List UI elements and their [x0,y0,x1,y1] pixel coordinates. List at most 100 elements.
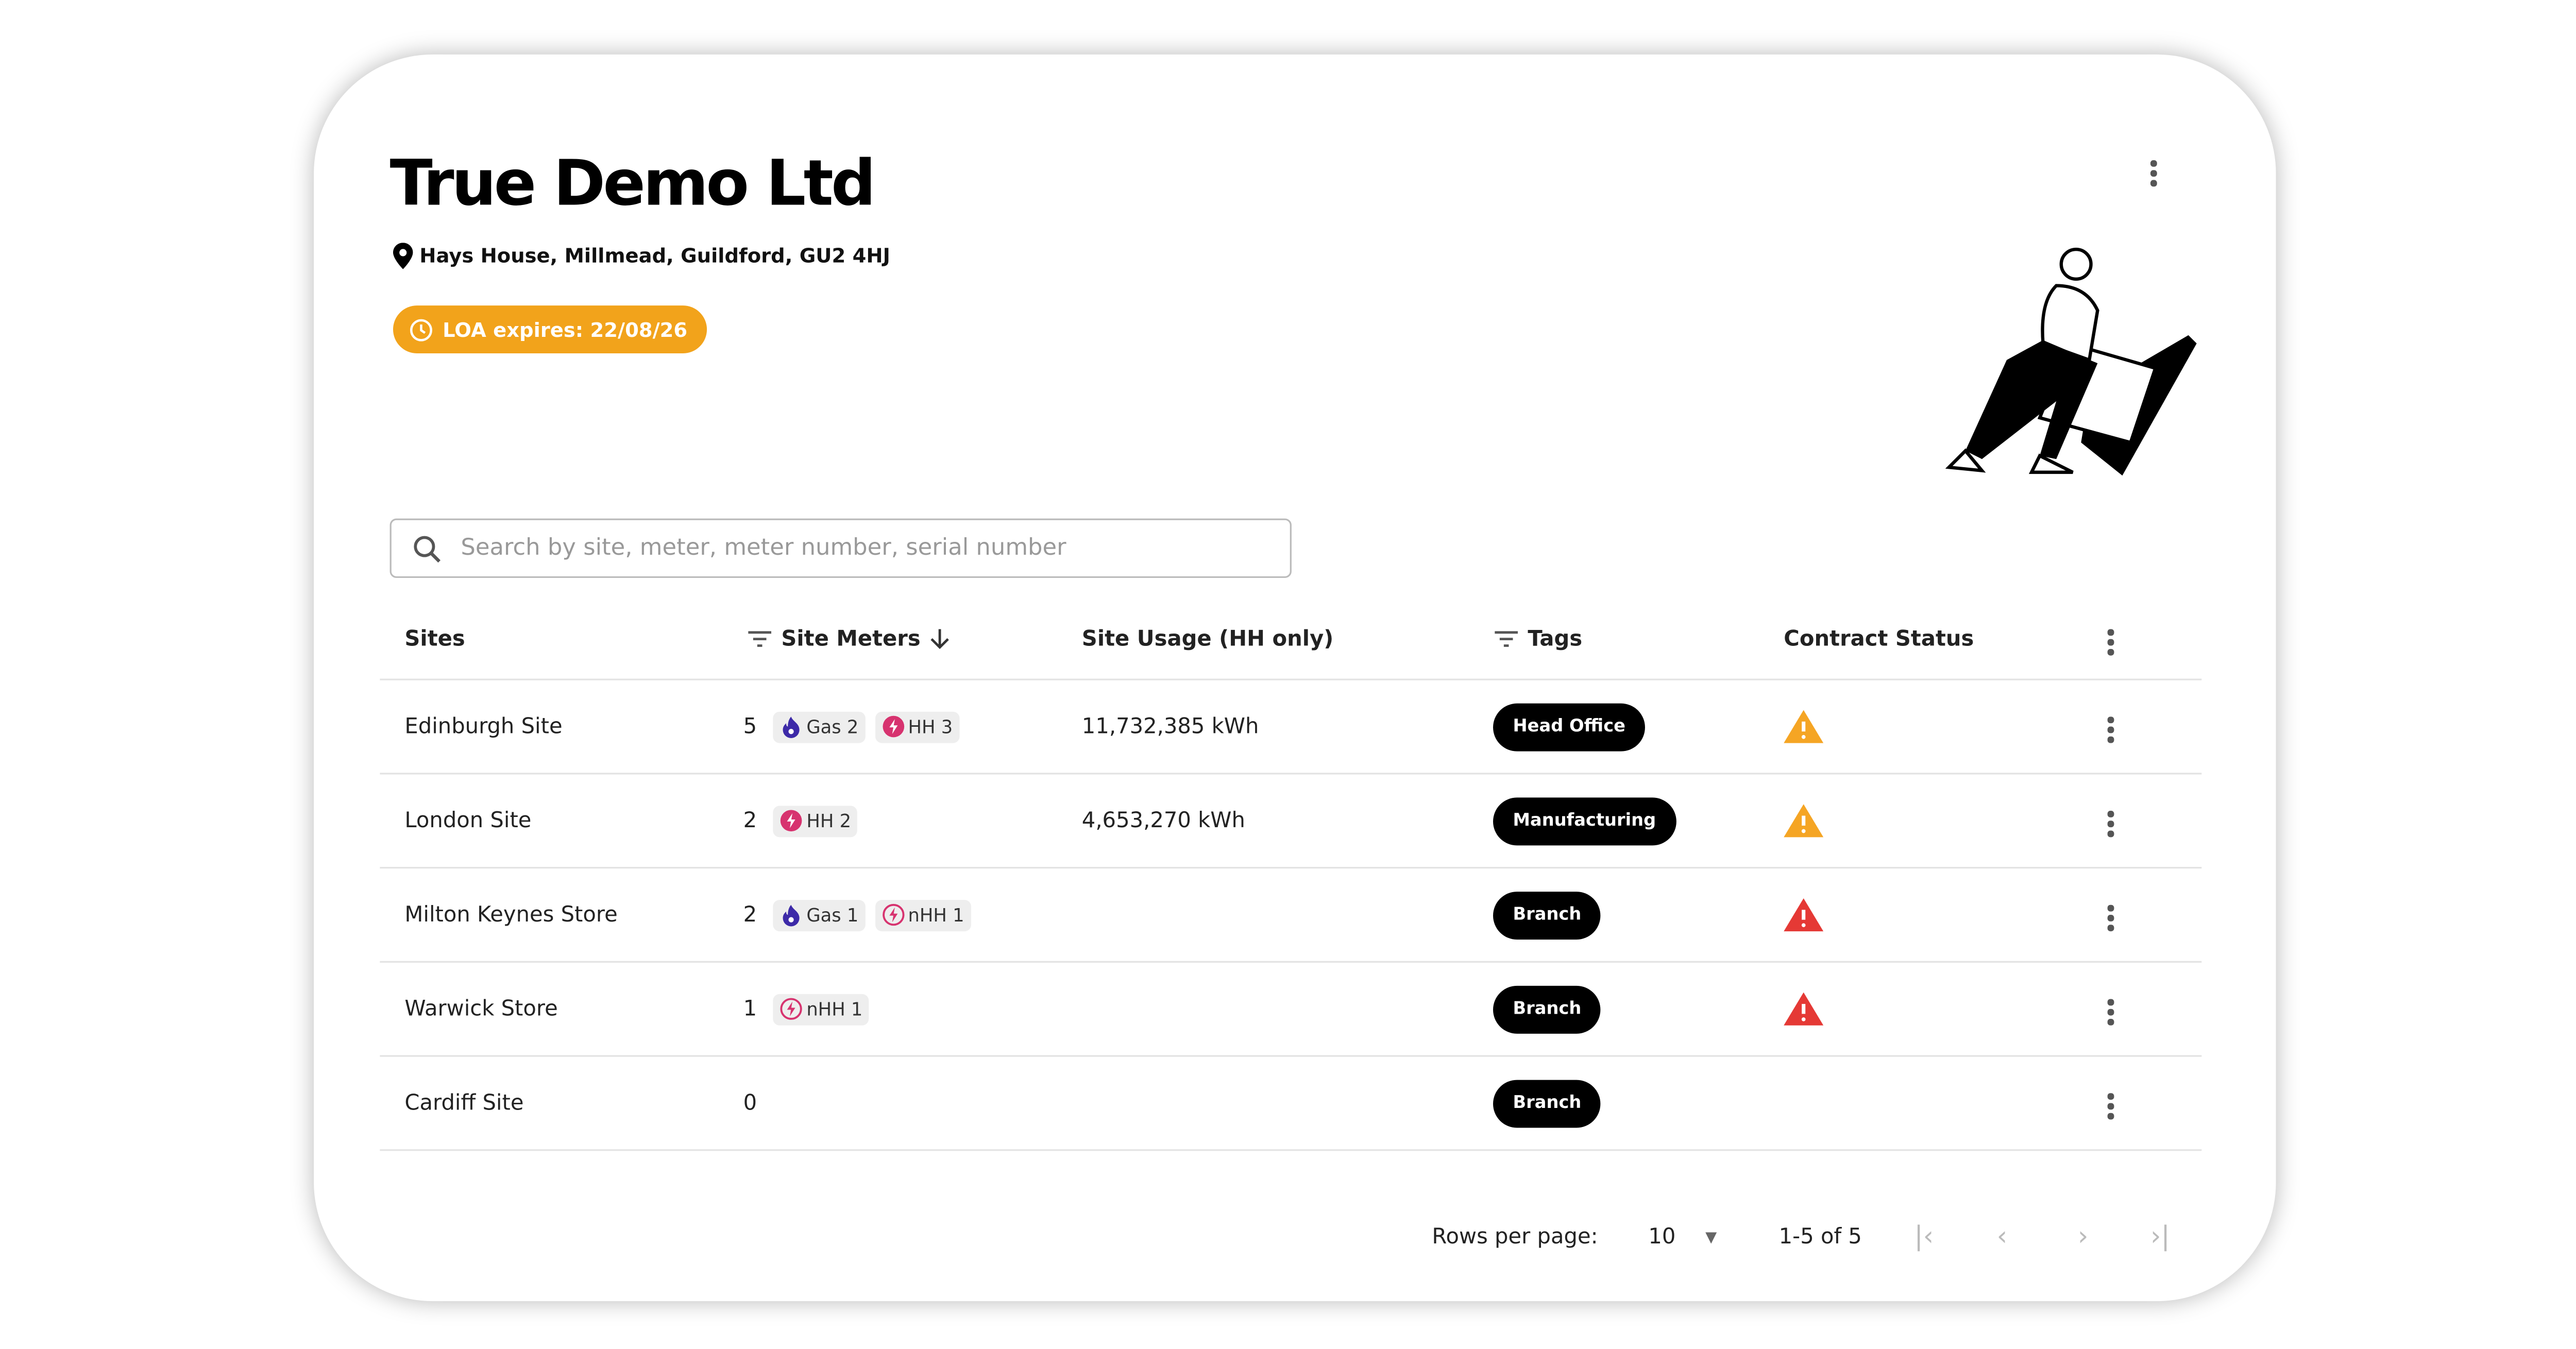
site-name[interactable]: London Site [404,808,532,833]
clock-icon [410,318,432,341]
site-tag: Manufacturing [1493,775,1676,867]
page-title: True Demo Ltd [389,147,876,220]
meter-chip-nhh[interactable]: nHH 1 [875,899,971,931]
next-page-icon[interactable]: › [2077,1220,2089,1252]
site-meters: 2 Gas 1 nHH 1 [743,868,971,961]
filter-icon[interactable] [1495,631,1518,647]
last-page-icon[interactable]: ›| [2150,1220,2170,1252]
page-range: 1-5 of 5 [1778,1225,1862,1250]
table-row[interactable]: London Site 2 HH 2 4,653,270 kWh Manufact… [380,775,2202,869]
contract-status [1782,868,1825,961]
meter-chip-label: nHH 1 [908,904,964,926]
person-folder-illustration [1945,247,2197,476]
rows-per-page-value: 10 [1648,1225,1676,1250]
rows-per-page-select[interactable]: 10 ▼ [1648,1225,1717,1250]
loa-expiry-text: LOA expires: 22/08/26 [443,318,688,341]
contract-status [1782,680,1825,773]
column-label: Site Usage (HH only) [1081,626,1334,652]
tag-pill[interactable]: Head Office [1493,703,1646,751]
dropdown-caret-icon: ▼ [1705,1229,1717,1246]
site-usage: 11,732,385 kWh [1081,714,1259,739]
address: Hays House, Millmead, Guildford, GU2 4HJ [393,243,890,269]
meter-chip-hh[interactable]: HH 3 [875,711,960,743]
meter-chip-nhh[interactable]: nHH 1 [773,993,870,1025]
tag-pill[interactable]: Branch [1493,891,1601,939]
row-more-menu-icon[interactable] [2107,999,2113,1025]
meter-chip-label: HH 3 [908,715,953,738]
electricity-nhh-icon [781,998,803,1020]
meter-chip-hh[interactable]: HH 2 [773,805,858,836]
column-options-icon[interactable] [2107,629,2113,655]
site-tag: Head Office [1493,680,1646,773]
sites-table: Sites Site Meters Site Usage (HH only) T… [380,600,2202,1151]
tag-pill[interactable]: Branch [1493,985,1601,1033]
site-tag: Branch [1493,868,1601,961]
column-header-sites[interactable]: Sites [404,600,465,679]
address-text: Hays House, Millmead, Guildford, GU2 4HJ [419,244,890,268]
pagination: Rows per page: 10 ▼ 1-5 of 5 |‹ ‹ › ›| [380,1215,2201,1265]
sort-down-arrow-icon[interactable] [930,629,950,649]
column-header-contract-status[interactable]: Contract Status [1784,600,1974,679]
warning-orange-icon[interactable] [1782,802,1825,839]
search-input[interactable] [457,533,1290,563]
table-header-row: Sites Site Meters Site Usage (HH only) T… [380,600,2202,680]
meter-chip-gas[interactable]: Gas 1 [773,899,866,931]
meter-chip-label: Gas 1 [806,904,859,926]
site-name[interactable]: Milton Keynes Store [404,902,618,928]
meter-count: 2 [743,808,757,833]
warning-red-icon[interactable] [1782,991,1825,1027]
site-meters: 2 HH 2 [743,775,858,867]
table-row[interactable]: Milton Keynes Store 2 Gas 1 nHH 1 Branch [380,868,2202,963]
table-row[interactable]: Edinburgh Site 5 Gas 2 HH 3 11,732,385 kWh… [380,680,2202,775]
table-row[interactable]: Warwick Store 1 nHH 1 Branch [380,963,2202,1057]
column-header-tags[interactable]: Tags [1495,600,1582,679]
search-box[interactable] [389,518,1292,578]
meter-count: 1 [743,996,757,1021]
meter-count: 5 [743,714,757,739]
site-meters: 0 [743,1057,764,1150]
site-usage: 4,653,270 kWh [1081,808,1245,833]
location-pin-icon [393,243,413,269]
electricity-hh-icon [781,810,803,832]
company-card: True Demo Ltd Hays House, Millmead, Guil… [314,54,2276,1302]
site-name[interactable]: Edinburgh Site [404,714,563,739]
table-row[interactable]: Cardiff Site 0 Branch [380,1057,2202,1151]
page-more-menu-icon[interactable] [2150,160,2157,186]
site-name[interactable]: Cardiff Site [404,1090,524,1116]
meter-chip-label: Gas 2 [806,715,859,738]
column-label: Sites [404,626,465,652]
meter-chip-gas[interactable]: Gas 2 [773,711,866,743]
contract-status [1782,775,1825,867]
site-tag: Branch [1493,1057,1601,1150]
site-meters: 5 Gas 2 HH 3 [743,680,960,773]
loa-expiry-badge: LOA expires: 22/08/26 [393,305,707,354]
first-page-icon[interactable]: |‹ [1914,1220,1934,1252]
previous-page-icon[interactable]: ‹ [1996,1220,2008,1252]
meter-count: 0 [743,1090,757,1116]
search-icon [414,535,441,562]
row-more-menu-icon[interactable] [2107,904,2113,931]
tag-pill[interactable]: Manufacturing [1493,796,1676,845]
electricity-nhh-icon [882,903,904,926]
site-tag: Branch [1493,963,1601,1055]
contract-status [1782,963,1825,1055]
rows-per-page-label: Rows per page: [1432,1225,1598,1250]
row-more-menu-icon[interactable] [2107,1093,2113,1119]
row-more-menu-icon[interactable] [2107,716,2113,743]
electricity-hh-icon [882,715,904,738]
warning-orange-icon[interactable] [1782,708,1825,745]
filter-icon[interactable] [748,631,772,647]
meter-count: 2 [743,902,757,928]
column-label: Tags [1528,626,1583,652]
row-more-menu-icon[interactable] [2107,811,2113,836]
site-name[interactable]: Warwick Store [404,996,558,1021]
gas-flame-icon [783,716,800,738]
warning-red-icon[interactable] [1782,897,1825,933]
column-header-site-meters[interactable]: Site Meters [748,600,950,679]
meter-chip-label: nHH 1 [806,998,863,1020]
site-meters: 1 nHH 1 [743,963,870,1055]
column-header-site-usage[interactable]: Site Usage (HH only) [1082,600,1334,679]
tag-pill[interactable]: Branch [1493,1079,1601,1127]
column-label: Site Meters [781,626,921,652]
column-label: Contract Status [1784,626,1974,652]
